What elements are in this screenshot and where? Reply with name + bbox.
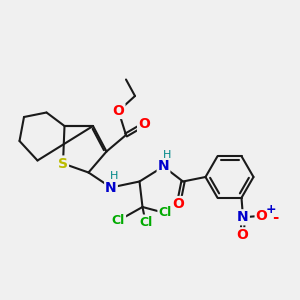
Text: N: N [237,210,249,224]
Text: O: O [172,197,184,211]
Text: S: S [58,157,68,170]
Text: Cl: Cl [158,206,172,220]
Text: Cl: Cl [139,215,152,229]
Text: Cl: Cl [112,214,125,227]
Text: N: N [105,181,117,194]
Text: N: N [158,160,169,173]
Text: H: H [110,171,118,181]
Text: O: O [256,209,268,223]
Text: +: + [265,203,276,216]
Text: O: O [112,104,124,118]
Text: O: O [138,118,150,131]
Text: H: H [163,150,171,160]
Text: O: O [236,228,248,242]
Text: -: - [272,210,278,225]
